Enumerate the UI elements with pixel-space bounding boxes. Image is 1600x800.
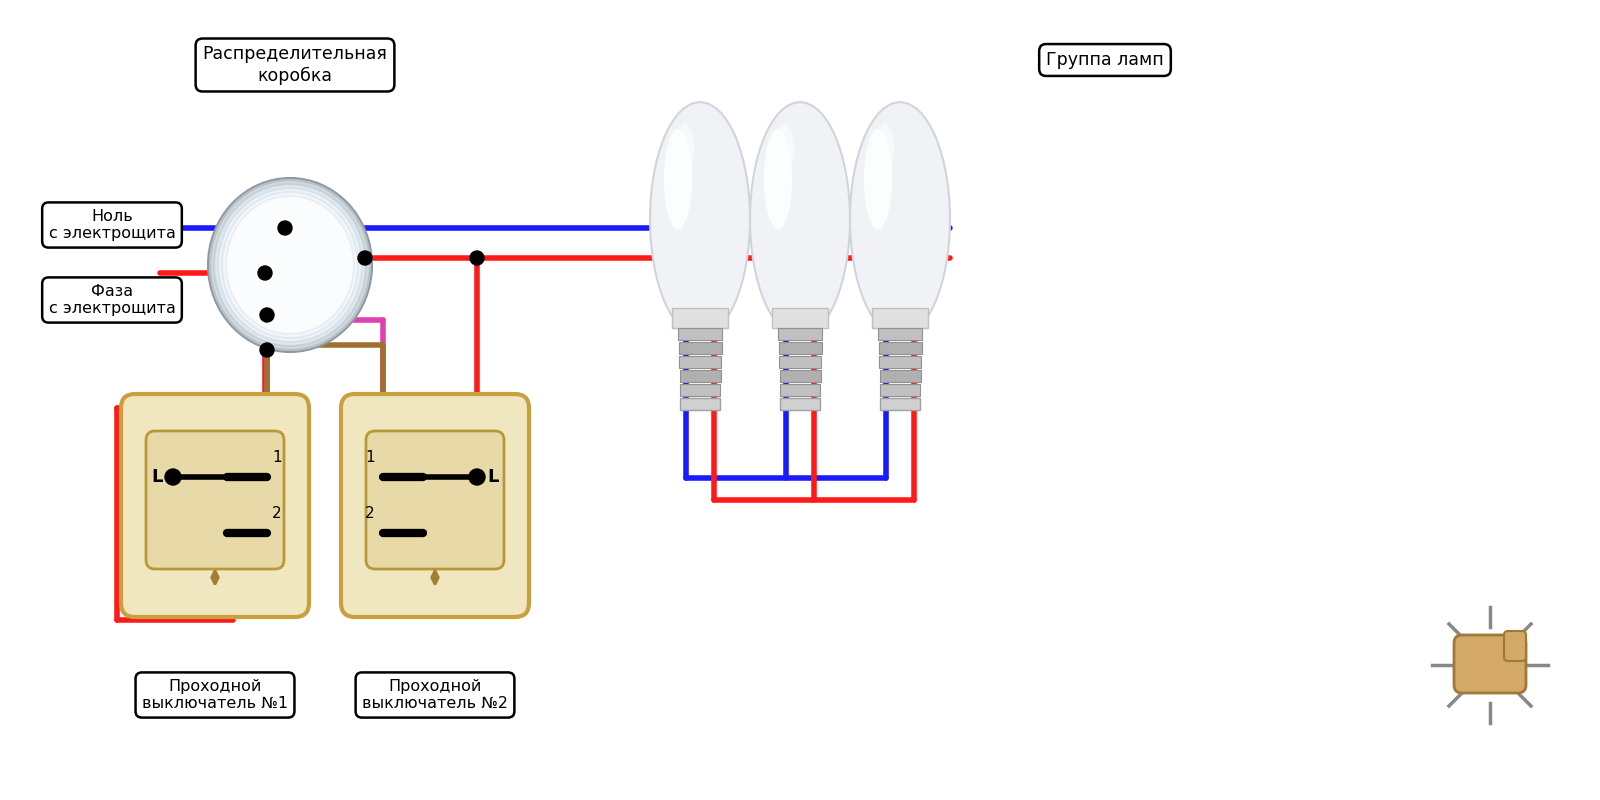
Text: Фаза
с электрощита: Фаза с электрощита xyxy=(48,284,176,316)
Text: 2: 2 xyxy=(272,506,282,521)
FancyBboxPatch shape xyxy=(771,308,829,328)
Circle shape xyxy=(470,251,483,265)
Circle shape xyxy=(258,266,272,280)
FancyBboxPatch shape xyxy=(781,384,819,396)
FancyBboxPatch shape xyxy=(778,328,822,340)
Circle shape xyxy=(358,251,371,265)
FancyBboxPatch shape xyxy=(781,370,821,382)
FancyBboxPatch shape xyxy=(678,328,722,340)
Ellipse shape xyxy=(222,192,358,338)
FancyBboxPatch shape xyxy=(672,308,728,328)
Ellipse shape xyxy=(750,102,850,336)
Ellipse shape xyxy=(877,124,894,174)
FancyBboxPatch shape xyxy=(880,398,920,410)
FancyBboxPatch shape xyxy=(680,370,722,382)
Text: L: L xyxy=(488,468,499,486)
Ellipse shape xyxy=(675,124,694,174)
Ellipse shape xyxy=(765,130,792,230)
FancyBboxPatch shape xyxy=(341,394,530,617)
FancyBboxPatch shape xyxy=(880,370,922,382)
Ellipse shape xyxy=(210,180,370,350)
FancyBboxPatch shape xyxy=(122,394,309,617)
Text: Ноль
с электрощита: Ноль с электрощита xyxy=(48,209,176,242)
Circle shape xyxy=(259,308,274,322)
Ellipse shape xyxy=(226,196,354,334)
FancyBboxPatch shape xyxy=(781,398,819,410)
Text: Проходной
выключатель №2: Проходной выключатель №2 xyxy=(362,678,509,711)
FancyBboxPatch shape xyxy=(1504,631,1526,661)
Circle shape xyxy=(165,469,181,485)
Text: Группа ламп: Группа ламп xyxy=(1046,51,1163,69)
FancyBboxPatch shape xyxy=(878,342,922,354)
FancyBboxPatch shape xyxy=(678,356,722,368)
Circle shape xyxy=(469,469,485,485)
FancyBboxPatch shape xyxy=(878,328,922,340)
FancyBboxPatch shape xyxy=(680,398,720,410)
Circle shape xyxy=(278,221,291,235)
Circle shape xyxy=(259,343,274,357)
FancyBboxPatch shape xyxy=(680,384,720,396)
Ellipse shape xyxy=(850,102,950,336)
FancyBboxPatch shape xyxy=(872,308,928,328)
Ellipse shape xyxy=(208,178,371,352)
Text: 1: 1 xyxy=(272,450,282,465)
Text: 1: 1 xyxy=(365,450,374,465)
FancyBboxPatch shape xyxy=(878,356,922,368)
FancyBboxPatch shape xyxy=(146,431,285,569)
Text: L: L xyxy=(152,468,163,486)
Text: 2: 2 xyxy=(365,506,374,521)
FancyBboxPatch shape xyxy=(366,431,504,569)
Text: Распределительная
коробка: Распределительная коробка xyxy=(203,46,387,85)
Ellipse shape xyxy=(664,130,691,230)
FancyBboxPatch shape xyxy=(880,384,920,396)
FancyBboxPatch shape xyxy=(779,356,821,368)
FancyBboxPatch shape xyxy=(779,342,822,354)
Ellipse shape xyxy=(214,184,366,346)
FancyBboxPatch shape xyxy=(678,342,722,354)
Ellipse shape xyxy=(650,102,750,336)
Ellipse shape xyxy=(864,130,893,230)
Ellipse shape xyxy=(776,124,794,174)
FancyBboxPatch shape xyxy=(1454,635,1526,693)
Ellipse shape xyxy=(218,188,362,342)
Text: Проходной
выключатель №1: Проходной выключатель №1 xyxy=(142,678,288,711)
